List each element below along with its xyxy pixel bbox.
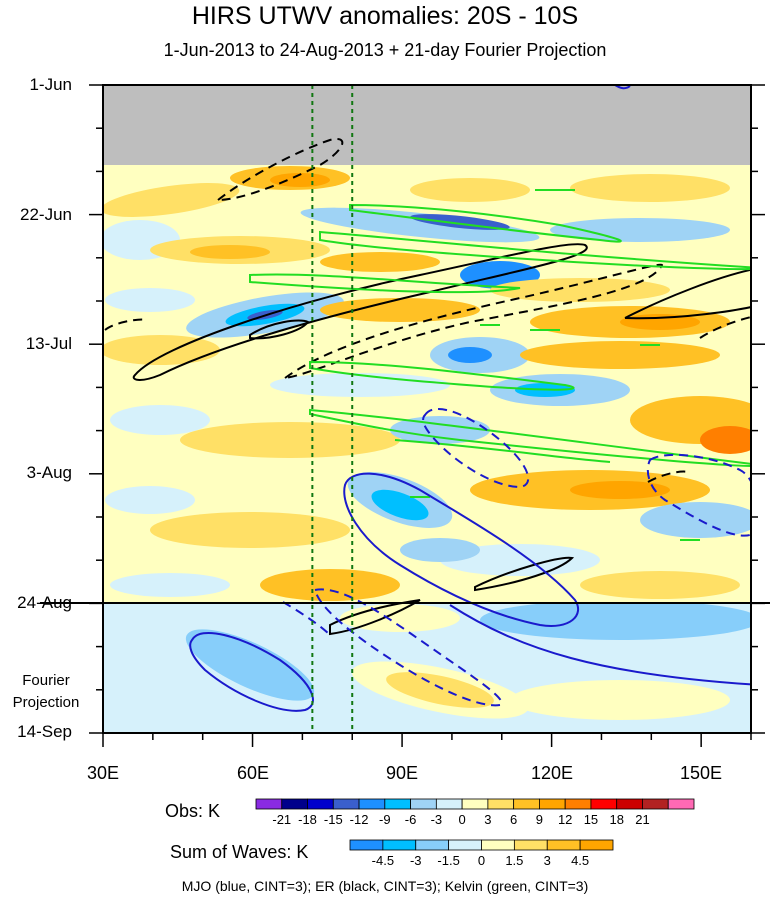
x-tick-label: 90E bbox=[385, 763, 419, 783]
waves-colorbar-level-label: 4.5 bbox=[571, 853, 589, 868]
waves-colorbar-swatch bbox=[349, 839, 384, 851]
er-contours bbox=[104, 138, 751, 636]
waves-colorbar: -4.5 -3 -1.5 0 1.5 3 4.5 bbox=[349, 839, 614, 868]
axis-ticks bbox=[89, 84, 765, 747]
obs-colorbar-level-label: -12 bbox=[350, 812, 369, 827]
missing-data-region bbox=[103, 85, 751, 165]
obs-colorbar-level-label: -3 bbox=[431, 812, 443, 827]
chart-subtitle: 1-Jun-2013 to 24-Aug-2013 + 21-day Fouri… bbox=[163, 40, 607, 60]
obs-colorbar-level-label: -21 bbox=[272, 812, 291, 827]
waves-colorbar-swatch bbox=[579, 839, 614, 851]
obs-colorbar-level-label: 21 bbox=[635, 812, 649, 827]
obs-colorbar-label: Obs: K bbox=[165, 801, 221, 821]
obs-colorbar-level-label: 9 bbox=[536, 812, 543, 827]
obs-colorbar-level-label: 18 bbox=[609, 812, 623, 827]
waves-colorbar-level-label: 3 bbox=[544, 853, 551, 868]
obs-anomalies bbox=[103, 166, 751, 601]
obs-colorbar-level-label: -6 bbox=[405, 812, 417, 827]
obs-colorbar-swatch bbox=[513, 798, 540, 810]
reference-lines bbox=[311, 85, 354, 733]
obs-colorbar-swatch bbox=[281, 798, 308, 810]
obs-colorbar-level-label: 12 bbox=[558, 812, 572, 827]
contour-caption: MJO (blue, CINT=3); ER (black, CINT=3); … bbox=[181, 878, 589, 894]
obs-colorbar-level-label: 6 bbox=[510, 812, 517, 827]
y-tick-label: 14-Sep bbox=[17, 722, 72, 741]
obs-colorbar-swatch bbox=[332, 798, 360, 810]
waves-colorbar-swatch bbox=[546, 839, 581, 851]
waves-colorbar-swatch bbox=[382, 839, 417, 851]
obs-colorbar-swatch bbox=[487, 798, 515, 810]
obs-colorbar-level-label: -9 bbox=[379, 812, 391, 827]
obs-colorbar-swatch bbox=[435, 798, 463, 810]
obs-colorbar-level-label: -15 bbox=[324, 812, 343, 827]
obs-colorbar-swatch bbox=[384, 798, 411, 810]
obs-colorbar-level-label: 3 bbox=[484, 812, 491, 827]
y-tick-label: 3-Aug bbox=[26, 463, 72, 482]
waves-colorbar-label: Sum of Waves: K bbox=[170, 842, 309, 862]
x-tick-label: 60E bbox=[236, 763, 270, 783]
waves-colorbar-level-label: -3 bbox=[410, 853, 422, 868]
x-tick-label: 150E bbox=[679, 763, 723, 783]
y-tick-label: 22-Jun bbox=[20, 205, 72, 224]
heatmap-field bbox=[103, 85, 751, 733]
obs-colorbar: -21 -18 -15 -12 -9 -6 -3 0 3 6 9 12 15 18 21 bbox=[255, 798, 695, 827]
obs-colorbar-swatch bbox=[539, 798, 566, 810]
obs-colorbar-swatch bbox=[590, 798, 618, 810]
obs-colorbar-level-label: -18 bbox=[298, 812, 317, 827]
obs-colorbar-swatch bbox=[358, 798, 386, 810]
x-tick-label: 30E bbox=[86, 763, 120, 783]
obs-colorbar-swatch bbox=[616, 798, 643, 810]
obs-colorbar-level-label: 15 bbox=[584, 812, 598, 827]
x-tick-label: 120E bbox=[530, 763, 574, 783]
waves-colorbar-swatch bbox=[415, 839, 450, 851]
obs-colorbar-swatch bbox=[667, 798, 695, 810]
y-tick-label: 13-Jul bbox=[25, 334, 72, 353]
waves-colorbar-level-label: 1.5 bbox=[505, 853, 523, 868]
projection-label: Fourier Projection bbox=[12, 672, 80, 711]
obs-colorbar-swatch bbox=[461, 798, 489, 810]
waves-colorbar-swatch bbox=[448, 839, 482, 851]
waves-colorbar-level-label: -4.5 bbox=[372, 853, 394, 868]
y-tick-label: 1-Jun bbox=[29, 75, 72, 94]
mjo-contours bbox=[189, 85, 751, 712]
waves-colorbar-swatch bbox=[513, 839, 548, 851]
obs-colorbar-swatch bbox=[255, 798, 283, 810]
obs-colorbar-swatch bbox=[410, 798, 437, 810]
chart-title: HIRS UTWV anomalies: 20S - 10S bbox=[191, 2, 579, 30]
wave-contours bbox=[104, 85, 751, 712]
plot-frame bbox=[102, 84, 752, 734]
obs-colorbar-swatch bbox=[642, 798, 669, 810]
waves-colorbar-level-label: 0 bbox=[478, 853, 485, 868]
y-tick-label: 24-Aug bbox=[17, 593, 72, 612]
obs-colorbar-level-label: 0 bbox=[459, 812, 466, 827]
obs-colorbar-swatch bbox=[564, 798, 592, 810]
obs-colorbar-swatch bbox=[307, 798, 334, 810]
waves-colorbar-level-label: -1.5 bbox=[437, 853, 459, 868]
waves-colorbar-swatch bbox=[481, 839, 515, 851]
